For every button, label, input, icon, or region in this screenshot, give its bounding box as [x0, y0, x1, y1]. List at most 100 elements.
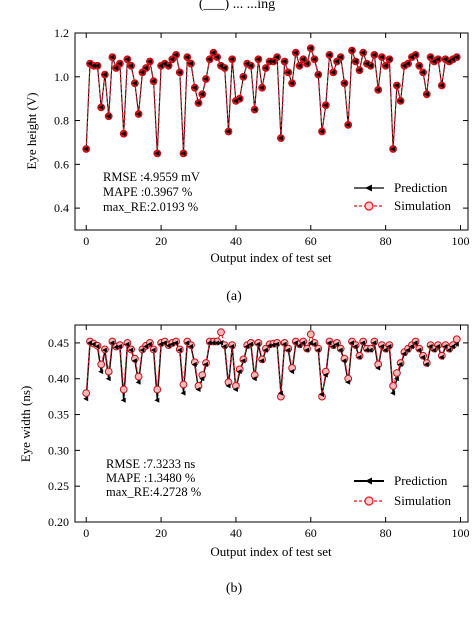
prediction-point-a: [232, 98, 238, 104]
simulation-point-b: [217, 328, 225, 337]
stats-box-b: RMSE :7.3233 ns MAPE :1.3480 % max_RE:4.…: [106, 457, 201, 499]
prediction-point-b: [214, 340, 220, 346]
simulation-point-b: [153, 385, 162, 394]
prediction-point-b: [251, 376, 257, 382]
y-tick-label-b: 0.40: [48, 372, 69, 386]
prediction-point-a: [169, 56, 175, 62]
prediction-point-b: [326, 340, 332, 346]
y-tick-label-a: 0.4: [54, 201, 69, 215]
prediction-point-a: [262, 65, 268, 71]
prediction-point-a: [161, 61, 167, 67]
prediction-point-a: [184, 54, 190, 60]
prediction-point-b: [229, 344, 235, 349]
prediction-point-b: [225, 383, 231, 389]
prediction-point-b: [356, 354, 362, 360]
y-tick-label-b: 0.30: [48, 443, 69, 457]
prediction-point-a: [412, 52, 418, 58]
prediction-point-b: [442, 344, 448, 349]
prediction-point-a: [330, 69, 336, 75]
prediction-point-a: [188, 61, 193, 67]
prediction-point-b: [322, 372, 328, 378]
prediction-point-b: [435, 344, 441, 349]
simulation-point-b: [104, 367, 113, 376]
prediction-point-b: [109, 340, 115, 346]
stats-box-a: RMSE :4.9559 mV MAPE :0.3967 % max_RE:2.…: [103, 170, 200, 214]
prediction-point-a: [367, 63, 373, 69]
prediction-point-a: [229, 56, 235, 62]
legend-simulation-marker-a: [364, 201, 374, 211]
prediction-point-a: [176, 69, 182, 75]
prediction-point-a: [304, 61, 310, 67]
prediction-point-b: [184, 340, 190, 346]
simulation-point-b: [389, 382, 398, 390]
prediction-point-b: [292, 340, 298, 346]
prediction-point-b: [158, 341, 164, 347]
x-tick-label-b: 60: [305, 526, 317, 540]
prediction-point-b: [90, 341, 96, 347]
prediction-point-a: [375, 87, 381, 93]
prediction-point-a: [124, 56, 130, 62]
prediction-point-a: [363, 61, 369, 67]
prediction-point-a: [270, 59, 276, 64]
prediction-point-a: [292, 50, 298, 56]
prediction-point-b: [349, 340, 354, 346]
prediction-point-b: [382, 347, 388, 353]
prediction-point-b: [319, 392, 324, 397]
y-tick-label-b: 0.45: [48, 336, 69, 350]
prediction-point-b: [315, 347, 321, 353]
prediction-point-b: [416, 347, 422, 353]
x-tick-label-b: 20: [155, 526, 167, 540]
prediction-point-a: [446, 59, 452, 64]
prediction-point-b: [232, 387, 238, 392]
legend-simulation-marker-b: [364, 496, 374, 506]
prediction-point-b: [210, 340, 216, 346]
stats-mape-b: MAPE :1.3480 %: [106, 471, 195, 485]
prediction-point-b: [420, 354, 426, 360]
prediction-point-b: [83, 396, 89, 402]
legend-prediction-marker-b: [365, 477, 372, 485]
prediction-point-a: [214, 54, 220, 60]
prediction-point-a: [255, 56, 261, 62]
x-tick-label-a: 0: [83, 234, 89, 248]
prediction-point-a: [319, 129, 324, 134]
prediction-point-a: [165, 63, 171, 69]
x-tick-labels-b: 0 20 40 60 80 100: [83, 526, 469, 540]
prediction-point-b: [180, 390, 186, 396]
prediction-point-a: [94, 63, 100, 69]
prediction-point-b: [274, 341, 280, 347]
y-tick-label-b: 0.25: [48, 479, 69, 493]
prediction-point-a: [337, 54, 343, 60]
prediction-point-a: [453, 54, 459, 60]
legend-prediction-marker-a: [365, 184, 372, 192]
prediction-point-b: [438, 354, 444, 360]
prediction-point-b: [199, 376, 205, 382]
prediction-point-b: [412, 340, 418, 346]
prediction-point-a: [225, 129, 231, 134]
prediction-point-a: [199, 91, 205, 97]
prediction-point-a: [360, 50, 366, 56]
prediction-point-a: [393, 83, 399, 88]
prediction-point-b: [360, 340, 366, 346]
prediction-point-a: [371, 52, 377, 58]
prediction-point-a: [405, 61, 411, 67]
prediction-point-b: [378, 344, 384, 349]
prediction-point-b: [334, 341, 339, 347]
prediction-point-b: [431, 347, 437, 353]
x-tick-label-b: 0: [83, 526, 89, 540]
axis-ticks-a: [75, 32, 468, 230]
stats-rmse-b: RMSE :7.3233 ns: [106, 457, 195, 471]
prediction-point-b: [390, 390, 396, 396]
prediction-point-b: [143, 344, 149, 349]
prediction-point-b: [124, 341, 130, 347]
legend-b: Prediction Simulation: [354, 473, 452, 508]
prediction-point-b: [116, 344, 122, 349]
prediction-point-a: [143, 65, 149, 71]
prediction-point-b: [386, 344, 392, 349]
prediction-point-b: [266, 343, 272, 349]
prediction-point-b: [191, 361, 197, 367]
x-tick-label-b: 40: [230, 526, 242, 540]
legend-prediction-label-b: Prediction: [394, 473, 448, 488]
prediction-point-a: [150, 78, 156, 84]
prediction-point-a: [191, 85, 197, 91]
